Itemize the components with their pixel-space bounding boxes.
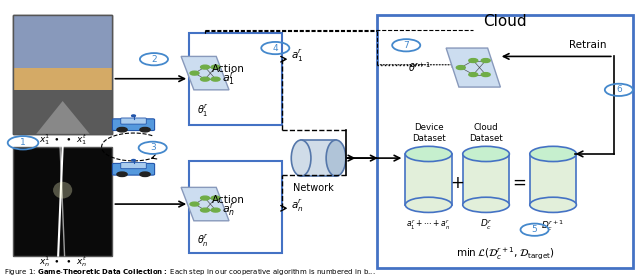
Circle shape [140,127,150,132]
Circle shape [117,172,127,176]
Polygon shape [181,187,229,221]
Circle shape [481,59,490,62]
Text: Device
Dataset: Device Dataset [412,123,445,143]
Text: $\min \, \mathcal{L}(\mathcal{D}_c^{r+1}, \mathcal{D}_{\mathrm{target}})$: $\min \, \mathcal{L}(\mathcal{D}_c^{r+1}… [456,246,555,262]
Ellipse shape [405,146,452,162]
Circle shape [200,208,209,212]
Circle shape [211,196,220,200]
Polygon shape [181,56,229,90]
Circle shape [117,127,127,132]
Text: 7: 7 [403,41,409,50]
Circle shape [140,172,150,176]
Text: 2: 2 [151,55,157,64]
FancyBboxPatch shape [189,33,282,125]
Text: 1: 1 [20,138,26,147]
Text: 3: 3 [150,143,156,152]
FancyBboxPatch shape [121,163,147,169]
FancyBboxPatch shape [13,90,113,134]
Ellipse shape [463,197,509,213]
FancyBboxPatch shape [13,15,113,70]
Text: 6: 6 [616,85,621,94]
FancyBboxPatch shape [378,15,633,268]
Ellipse shape [326,140,346,176]
FancyBboxPatch shape [13,67,113,90]
Text: Cloud
Dataset: Cloud Dataset [469,123,503,143]
FancyBboxPatch shape [113,164,155,175]
Text: 4: 4 [273,44,278,53]
Ellipse shape [530,146,577,162]
Text: $a_1^r$: $a_1^r$ [222,71,236,87]
Text: Network: Network [293,183,334,193]
Text: =: = [513,174,527,192]
Polygon shape [405,154,452,205]
Text: $\theta_1^r$: $\theta_1^r$ [197,103,209,119]
Text: Cloud: Cloud [483,14,527,29]
Circle shape [190,71,199,75]
FancyBboxPatch shape [121,118,147,124]
Ellipse shape [530,197,577,213]
FancyBboxPatch shape [189,161,282,253]
Text: $\theta^{r+1}$: $\theta^{r+1}$ [408,61,432,74]
FancyBboxPatch shape [113,119,155,130]
Circle shape [132,160,136,161]
Circle shape [211,208,220,212]
Circle shape [481,73,490,76]
Text: Retrain: Retrain [570,40,607,50]
Text: $a_1^r + \cdots + a_n^r$: $a_1^r + \cdots + a_n^r$ [406,218,451,232]
Text: Action: Action [212,64,245,74]
Circle shape [200,65,209,69]
Circle shape [200,77,209,81]
Text: $\theta_n^r$: $\theta_n^r$ [197,233,209,249]
Text: $a_1^r$: $a_1^r$ [291,48,303,64]
Ellipse shape [291,140,311,176]
Circle shape [132,115,136,116]
Text: $a_n^r$: $a_n^r$ [222,201,236,218]
Polygon shape [301,140,336,176]
Circle shape [190,202,199,206]
Circle shape [456,66,465,69]
Ellipse shape [405,197,452,213]
Text: 5: 5 [532,225,538,234]
Text: $a_n^r$: $a_n^r$ [291,197,304,214]
Ellipse shape [53,182,72,199]
Circle shape [200,196,209,200]
Circle shape [468,73,477,76]
Polygon shape [463,154,509,205]
Circle shape [211,77,220,81]
Circle shape [468,59,477,62]
Text: Action: Action [212,195,245,205]
Circle shape [211,65,220,69]
Polygon shape [530,154,577,205]
Text: $x_n^1\ \bullet\ \bullet\ x_n^t$: $x_n^1\ \bullet\ \bullet\ x_n^t$ [38,254,87,269]
Text: Figure 1: $\mathbf{Game}$-$\mathbf{Theoretic}$ $\mathbf{Data}$ $\mathbf{Collecti: Figure 1: $\mathbf{Game}$-$\mathbf{Theor… [4,267,376,277]
Polygon shape [36,101,90,134]
Ellipse shape [463,146,509,162]
FancyBboxPatch shape [13,15,113,134]
FancyBboxPatch shape [13,147,113,256]
Text: $D_c^r$: $D_c^r$ [480,218,492,232]
Polygon shape [446,48,500,87]
Text: $D_c^{r+1}$: $D_c^{r+1}$ [541,218,565,233]
Text: $x_1^1\ \bullet\ \bullet\ x_1^t$: $x_1^1\ \bullet\ \bullet\ x_1^t$ [38,132,86,148]
Text: +: + [451,174,464,192]
